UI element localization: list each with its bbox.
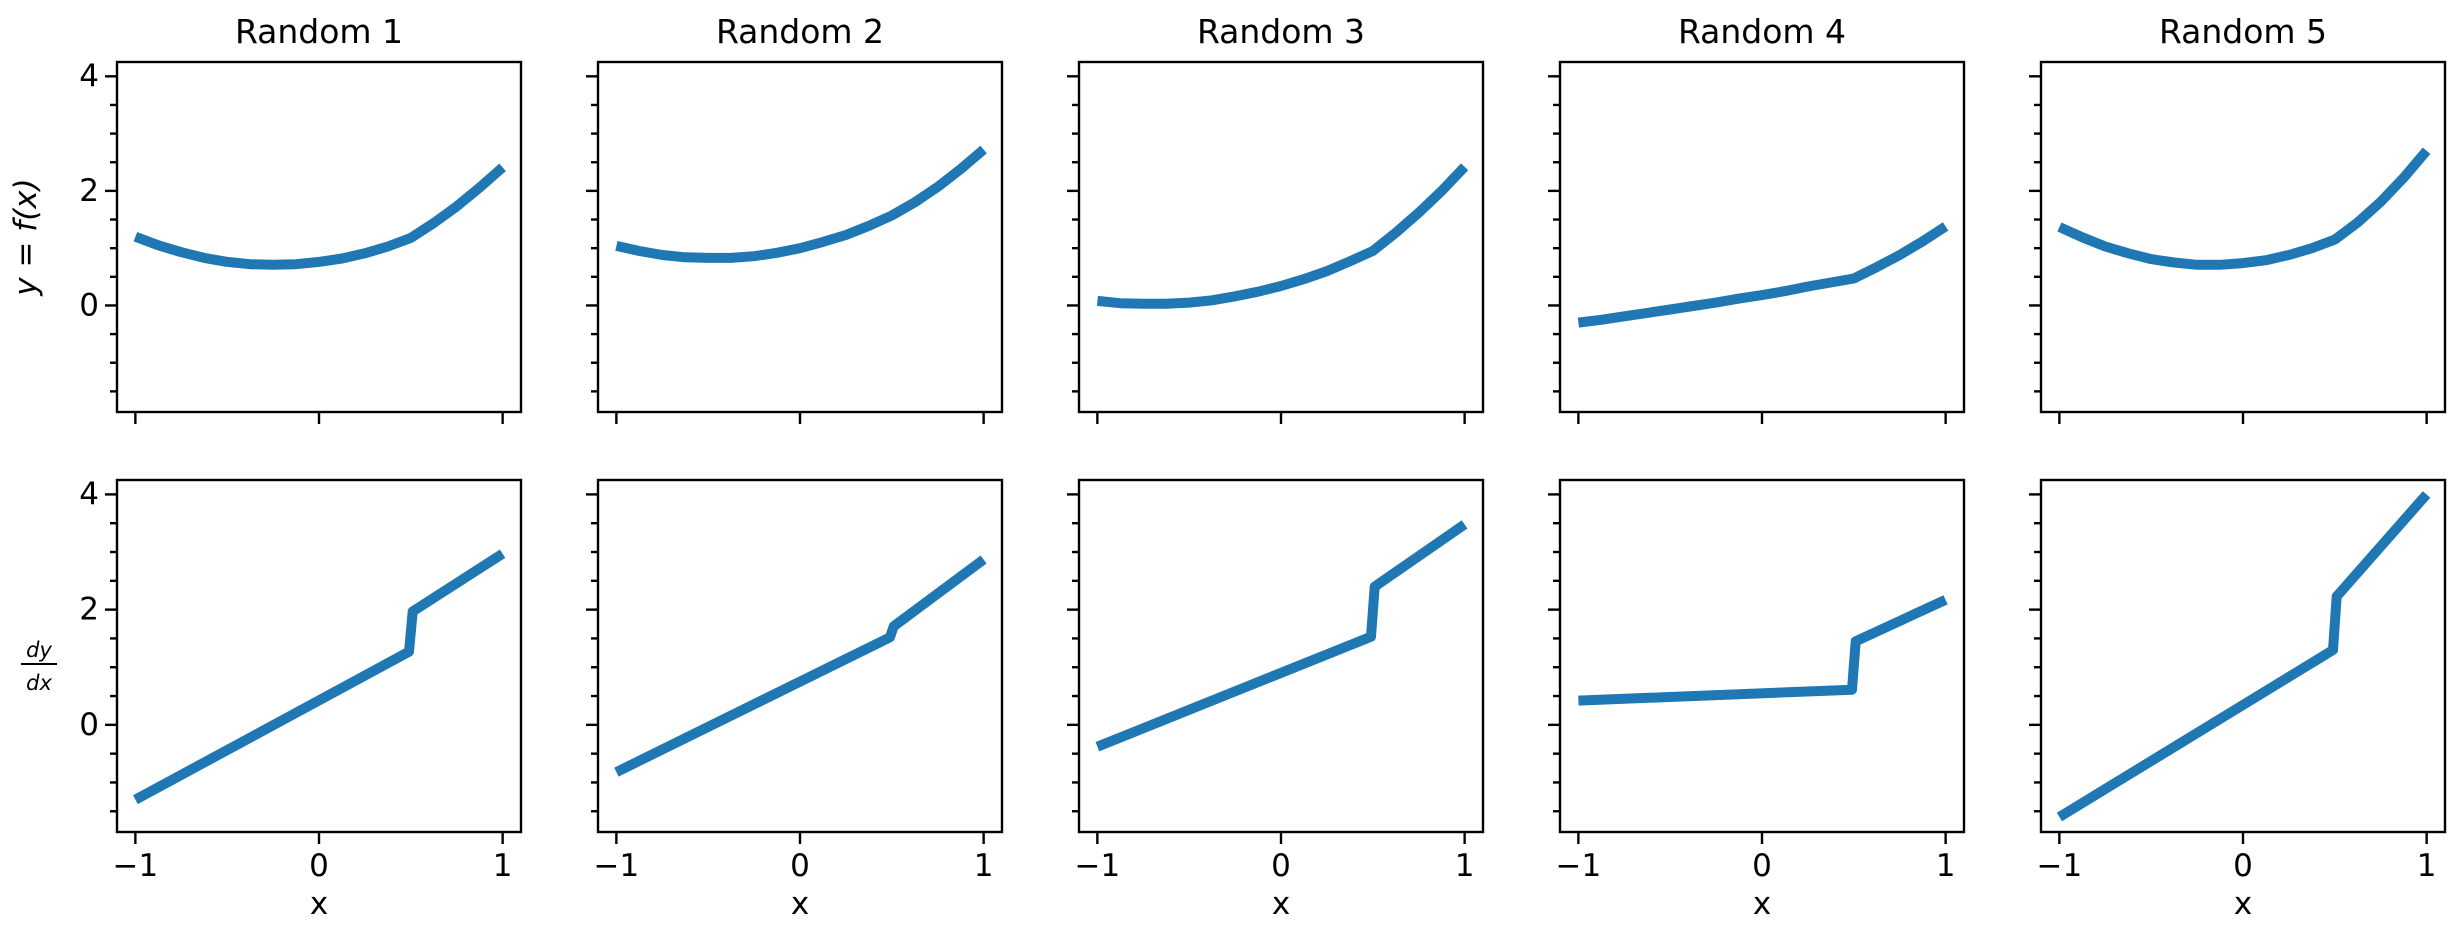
dydx-numerator: dy — [26, 638, 52, 662]
axes-frame-r1c3 — [1077, 60, 1485, 414]
x-tick-label-r2c2: 1 — [974, 848, 994, 884]
subplot-title-random-4: Random 4 — [1678, 12, 1846, 51]
x-tick-label-r2c3: 0 — [1271, 848, 1291, 884]
f-curve-random-1 — [133, 163, 506, 270]
y-axis-label-top: y = f(x) — [8, 178, 44, 296]
x-tick-label-r2c2: −1 — [594, 848, 640, 884]
f-curve-random-2 — [615, 145, 987, 263]
x-axis-label-c5: x — [2234, 886, 2252, 922]
x-tick-label-r2c5: 0 — [2233, 848, 2253, 884]
axes-frame-r1c2 — [596, 60, 1004, 414]
f-curve-random-4 — [1577, 222, 1949, 328]
x-tick-label-r2c4: 1 — [1936, 848, 1956, 884]
subplot-title-random-5: Random 5 — [2159, 12, 2327, 51]
x-tick-label-r2c2: 0 — [790, 848, 810, 884]
df-curve-random-4 — [1578, 595, 1948, 706]
y-tick-label-r1c1: 0 — [79, 287, 99, 323]
axes-frame-r2c5 — [2039, 478, 2447, 834]
x-tick-label-r2c3: −1 — [1075, 848, 1121, 884]
f-curve-random-5 — [2057, 147, 2431, 270]
axes-frame-r1c5 — [2039, 60, 2447, 414]
x-tick-label-r2c4: 0 — [1752, 848, 1772, 884]
axes-frame-r1c1 — [115, 60, 523, 414]
f-curve-random-3 — [1096, 163, 1469, 309]
y-tick-label-r2c1: 0 — [79, 707, 99, 743]
df-curve-random-3 — [1095, 520, 1468, 752]
x-axis-label-c4: x — [1753, 886, 1771, 922]
subplot-title-random-1: Random 1 — [235, 12, 403, 51]
dydx-denominator: dx — [26, 671, 52, 695]
y-tick-label-r2c1: 2 — [79, 592, 99, 628]
x-tick-label-r2c5: −1 — [2037, 848, 2083, 884]
axes-frame-r2c3 — [1077, 478, 1485, 834]
subplot-title-random-2: Random 2 — [716, 12, 884, 51]
axes-frame-r1c4 — [1558, 60, 1966, 414]
x-axis-label-c1: x — [310, 886, 328, 922]
x-axis-label-c3: x — [1272, 886, 1290, 922]
axes-frame-r2c4 — [1558, 478, 1966, 834]
x-tick-label-r2c1: 0 — [309, 848, 329, 884]
y-tick-label-r1c1: 2 — [79, 173, 99, 209]
x-tick-label-r2c3: 1 — [1455, 848, 1475, 884]
axes-frame-r2c2 — [596, 478, 1004, 834]
x-tick-label-r2c4: −1 — [1556, 848, 1602, 884]
x-tick-label-r2c5: 1 — [2417, 848, 2437, 884]
y-tick-label-r1c1: 4 — [79, 58, 99, 94]
df-curve-random-1 — [133, 549, 506, 805]
x-tick-label-r2c1: 1 — [493, 848, 513, 884]
df-curve-random-5 — [2056, 491, 2431, 822]
subplot-title-random-3: Random 3 — [1197, 12, 1365, 51]
y-tick-label-r2c1: 4 — [79, 476, 99, 512]
x-tick-label-r2c1: −1 — [113, 848, 159, 884]
x-axis-label-c2: x — [791, 886, 809, 922]
df-curve-random-2 — [614, 555, 987, 777]
